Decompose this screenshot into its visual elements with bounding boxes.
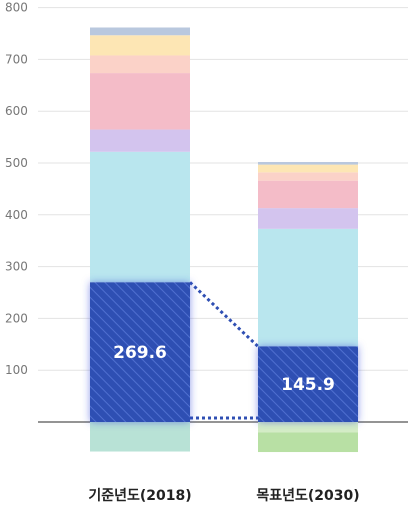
y-axis: 100 200 300 400 500 600 700 800 bbox=[5, 1, 28, 378]
y-tick-label: 700 bbox=[5, 52, 28, 66]
y-tick-label: 100 bbox=[5, 363, 28, 377]
bar-segment bbox=[90, 151, 190, 283]
y-tick-label: 400 bbox=[5, 208, 28, 222]
bar-segment bbox=[90, 73, 190, 130]
bar-segment bbox=[258, 228, 358, 347]
bar-segment-highlight bbox=[90, 282, 190, 422]
bar-segment bbox=[258, 208, 358, 229]
y-tick-label: 300 bbox=[5, 260, 28, 274]
bar-segment bbox=[258, 162, 358, 165]
y-tick-label: 200 bbox=[5, 311, 28, 325]
bar-segment bbox=[258, 422, 358, 433]
x-category-label: 기준년도(2018) bbox=[88, 488, 191, 504]
bar-segment bbox=[90, 55, 190, 74]
bar-segment bbox=[258, 164, 358, 173]
bar-segment bbox=[90, 35, 190, 56]
highlight-layer: 269.6 145.9 bbox=[90, 281, 358, 422]
bars bbox=[90, 27, 358, 453]
bar-segment bbox=[258, 180, 358, 209]
bar-value-label: 269.6 bbox=[113, 343, 167, 363]
connector-line-top bbox=[188, 281, 260, 348]
bar-segment bbox=[258, 432, 358, 453]
bar-segment bbox=[90, 27, 190, 36]
bar-value-label: 145.9 bbox=[281, 375, 335, 395]
y-tick-label: 600 bbox=[5, 104, 28, 118]
y-tick-label: 800 bbox=[5, 1, 28, 15]
x-axis: 기준년도(2018) 목표년도(2030) bbox=[88, 488, 359, 504]
x-category-label: 목표년도(2030) bbox=[256, 488, 359, 504]
bar-segment-highlight bbox=[258, 346, 358, 422]
bar-segment bbox=[90, 129, 190, 152]
bar-segment bbox=[90, 422, 190, 452]
bar-segment bbox=[258, 172, 358, 181]
y-tick-label: 500 bbox=[5, 156, 28, 170]
